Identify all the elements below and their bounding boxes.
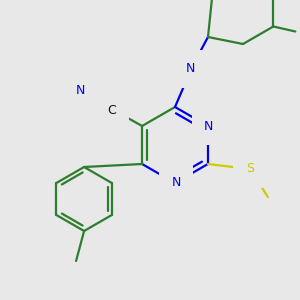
Text: C: C bbox=[108, 103, 116, 116]
Text: N: N bbox=[186, 62, 195, 76]
Text: N: N bbox=[75, 85, 85, 98]
Text: N: N bbox=[204, 119, 214, 133]
Text: H: H bbox=[178, 62, 187, 72]
Text: S: S bbox=[246, 163, 254, 176]
Text: N: N bbox=[171, 176, 181, 190]
